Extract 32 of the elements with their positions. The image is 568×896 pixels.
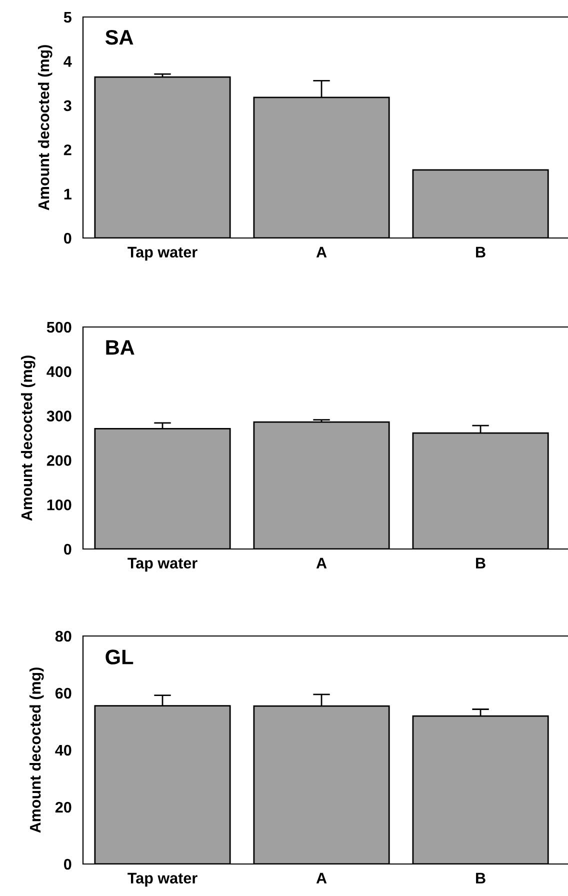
y-tick-label: 3: [64, 100, 72, 112]
y-tick-label: 4: [64, 56, 72, 67]
y-tick-label: 200: [46, 455, 72, 466]
x-tick-label: B: [476, 558, 486, 568]
y-tick-label: 100: [47, 499, 72, 510]
x-tick-label: A: [316, 872, 327, 884]
x-tick-label: A: [316, 558, 327, 568]
x-tick-label: B: [476, 872, 486, 884]
y-tick-label: 0: [64, 232, 72, 244]
x-tick-label: Tap water: [128, 246, 198, 261]
x-tick-label: Tap water: [128, 872, 198, 887]
y-tick-label: 2: [64, 144, 72, 156]
y-tick-label: 5: [64, 12, 72, 23]
x-tick-label: A: [316, 246, 327, 258]
chart-title: SA: [105, 30, 134, 45]
y-axis-title: Amount decocted (mg): [38, 45, 52, 210]
y-axis-title: Amount decocted (mg): [20, 356, 36, 521]
y-tick-label: 300: [46, 410, 72, 422]
y-tick-label: 400: [46, 366, 72, 378]
x-tick-label: B: [476, 246, 486, 258]
y-tick-label: 0: [64, 544, 72, 555]
y-tick-label: 80: [55, 630, 72, 642]
y-tick-label: 60: [55, 688, 72, 699]
y-tick-label: 0: [64, 858, 72, 870]
x-tick-label: Tap water: [128, 558, 198, 572]
chart-title: BA: [106, 340, 134, 355]
y-tick-label: 1: [64, 188, 72, 200]
y-tick-label: 40: [55, 744, 72, 756]
text: GL: [106, 650, 134, 664]
y-tick-label: 500: [46, 322, 72, 333]
y-axis-title: Amount decocted (mg): [29, 668, 44, 833]
y-tick-label: 20: [55, 802, 72, 813]
